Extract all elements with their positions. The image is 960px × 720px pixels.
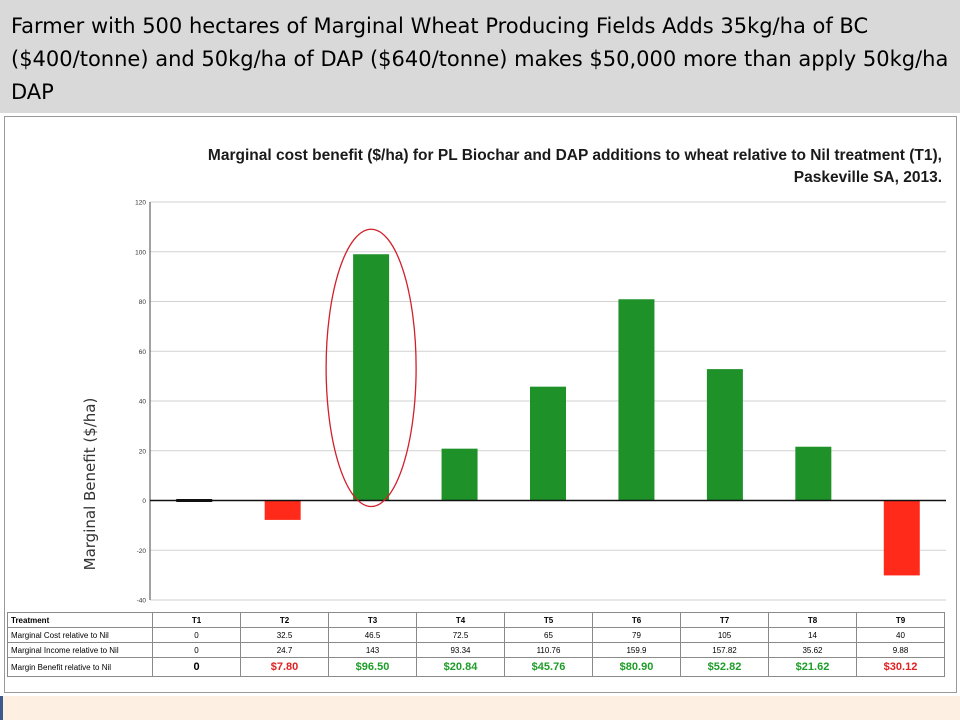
- row-label: Marginal Income relative to Nil: [7, 642, 153, 658]
- table-row: Marginal Income relative to Nil 0 24.7 143 9…: [7, 642, 945, 658]
- y-axis-label: Marginal Benefit ($/ha): [81, 398, 99, 571]
- bars: [176, 254, 920, 576]
- row-label: Marginal Cost relative to Nil: [7, 627, 153, 643]
- y-tick-label: 20: [139, 448, 147, 455]
- table-cell: T2: [240, 612, 329, 628]
- y-tick-label: 40: [139, 399, 147, 406]
- table-cell: T3: [328, 612, 417, 628]
- table-cell: 32.5: [240, 627, 329, 643]
- table-cell: T8: [768, 612, 857, 628]
- y-tick-label: 120: [135, 200, 146, 207]
- row-label: Margin Benefit relative to Nil: [7, 657, 153, 677]
- y-tick-label: 80: [139, 299, 147, 306]
- bar-t5: [530, 386, 566, 501]
- table-cell: 93.34: [416, 642, 505, 658]
- bar-t3: [353, 254, 390, 501]
- bar-chart: Marginal cost benefit ($/ha) for PL Bioc…: [81, 147, 946, 605]
- table-cell: $52.82: [680, 657, 769, 677]
- table-cell: 0: [152, 627, 241, 643]
- y-tick-label: 60: [139, 349, 147, 356]
- table-cell: 14: [768, 627, 857, 643]
- table-cell: 40: [856, 627, 945, 643]
- table-cell: 35.62: [768, 642, 857, 658]
- table-cell: 105: [680, 627, 769, 643]
- footer-accent: [0, 696, 3, 720]
- table-cell: 9.88: [856, 642, 945, 658]
- y-tick-labels: -40 -20 0 20 40 60 80 100 120: [135, 200, 146, 605]
- table-row: Treatment T1 T2 T3 T4 T5 T6 T7 T8 T9: [7, 612, 945, 628]
- treatment-table: Treatment T1 T2 T3 T4 T5 T6 T7 T8 T9 Marginal Cost…: [7, 612, 945, 677]
- table-cell: 72.5: [416, 627, 505, 643]
- table-cell: $45.76: [504, 657, 593, 677]
- table-cell: $7.80: [240, 657, 329, 677]
- table-cell: 65: [504, 627, 593, 643]
- chart-frame: [4, 116, 957, 693]
- bar-t8: [795, 446, 832, 501]
- table-cell: 143: [328, 642, 417, 658]
- table-cell: T6: [592, 612, 681, 628]
- table-cell: 110.76: [504, 642, 593, 658]
- slide-headline: Farmer with 500 hectares of Marginal Whe…: [11, 14, 949, 104]
- table-cell: 0: [152, 642, 241, 658]
- y-tick-label: -40: [137, 598, 147, 605]
- table-cell: T5: [504, 612, 593, 628]
- table-cell: $96.50: [328, 657, 417, 677]
- y-tick-label: -20: [137, 548, 147, 555]
- table-row: Marginal Cost relative to Nil 0 32.5 46.5 72…: [7, 627, 945, 643]
- table-cell: 24.7: [240, 642, 329, 658]
- bar-t9: [883, 500, 920, 576]
- table-cell: T7: [680, 612, 769, 628]
- table-cell: 157.82: [680, 642, 769, 658]
- table-cell: $21.62: [768, 657, 857, 677]
- slide-header: Farmer with 500 hectares of Marginal Whe…: [0, 0, 960, 113]
- bar-t6: [618, 299, 655, 501]
- slide-footer: [0, 696, 960, 720]
- y-tick-label: 0: [142, 498, 146, 505]
- y-tick-label: 100: [135, 249, 146, 256]
- table-cell: 159.9: [592, 642, 681, 658]
- row-label: Treatment: [7, 612, 153, 628]
- gridlines: [150, 201, 946, 601]
- table-cell: 0: [152, 657, 241, 677]
- table-cell: T1: [152, 612, 241, 628]
- bar-t7: [706, 369, 743, 501]
- bar-t2: [264, 500, 301, 520]
- table-cell: $30.12: [856, 657, 945, 677]
- highlight-ellipse: [325, 228, 417, 508]
- table-cell: 46.5: [328, 627, 417, 643]
- table-cell: T9: [856, 612, 945, 628]
- table-cell: T4: [416, 612, 505, 628]
- table-cell: $80.90: [592, 657, 681, 677]
- table-row: Margin Benefit relative to Nil 0 $7.80 $96.…: [7, 657, 945, 677]
- chart-title-line2: Paskeville SA, 2013.: [794, 169, 942, 186]
- bar-t4: [441, 448, 478, 501]
- table-cell: 79: [592, 627, 681, 643]
- table-cell: $20.84: [416, 657, 505, 677]
- chart-title-line1: Marginal cost benefit ($/ha) for PL Bioc…: [208, 147, 942, 164]
